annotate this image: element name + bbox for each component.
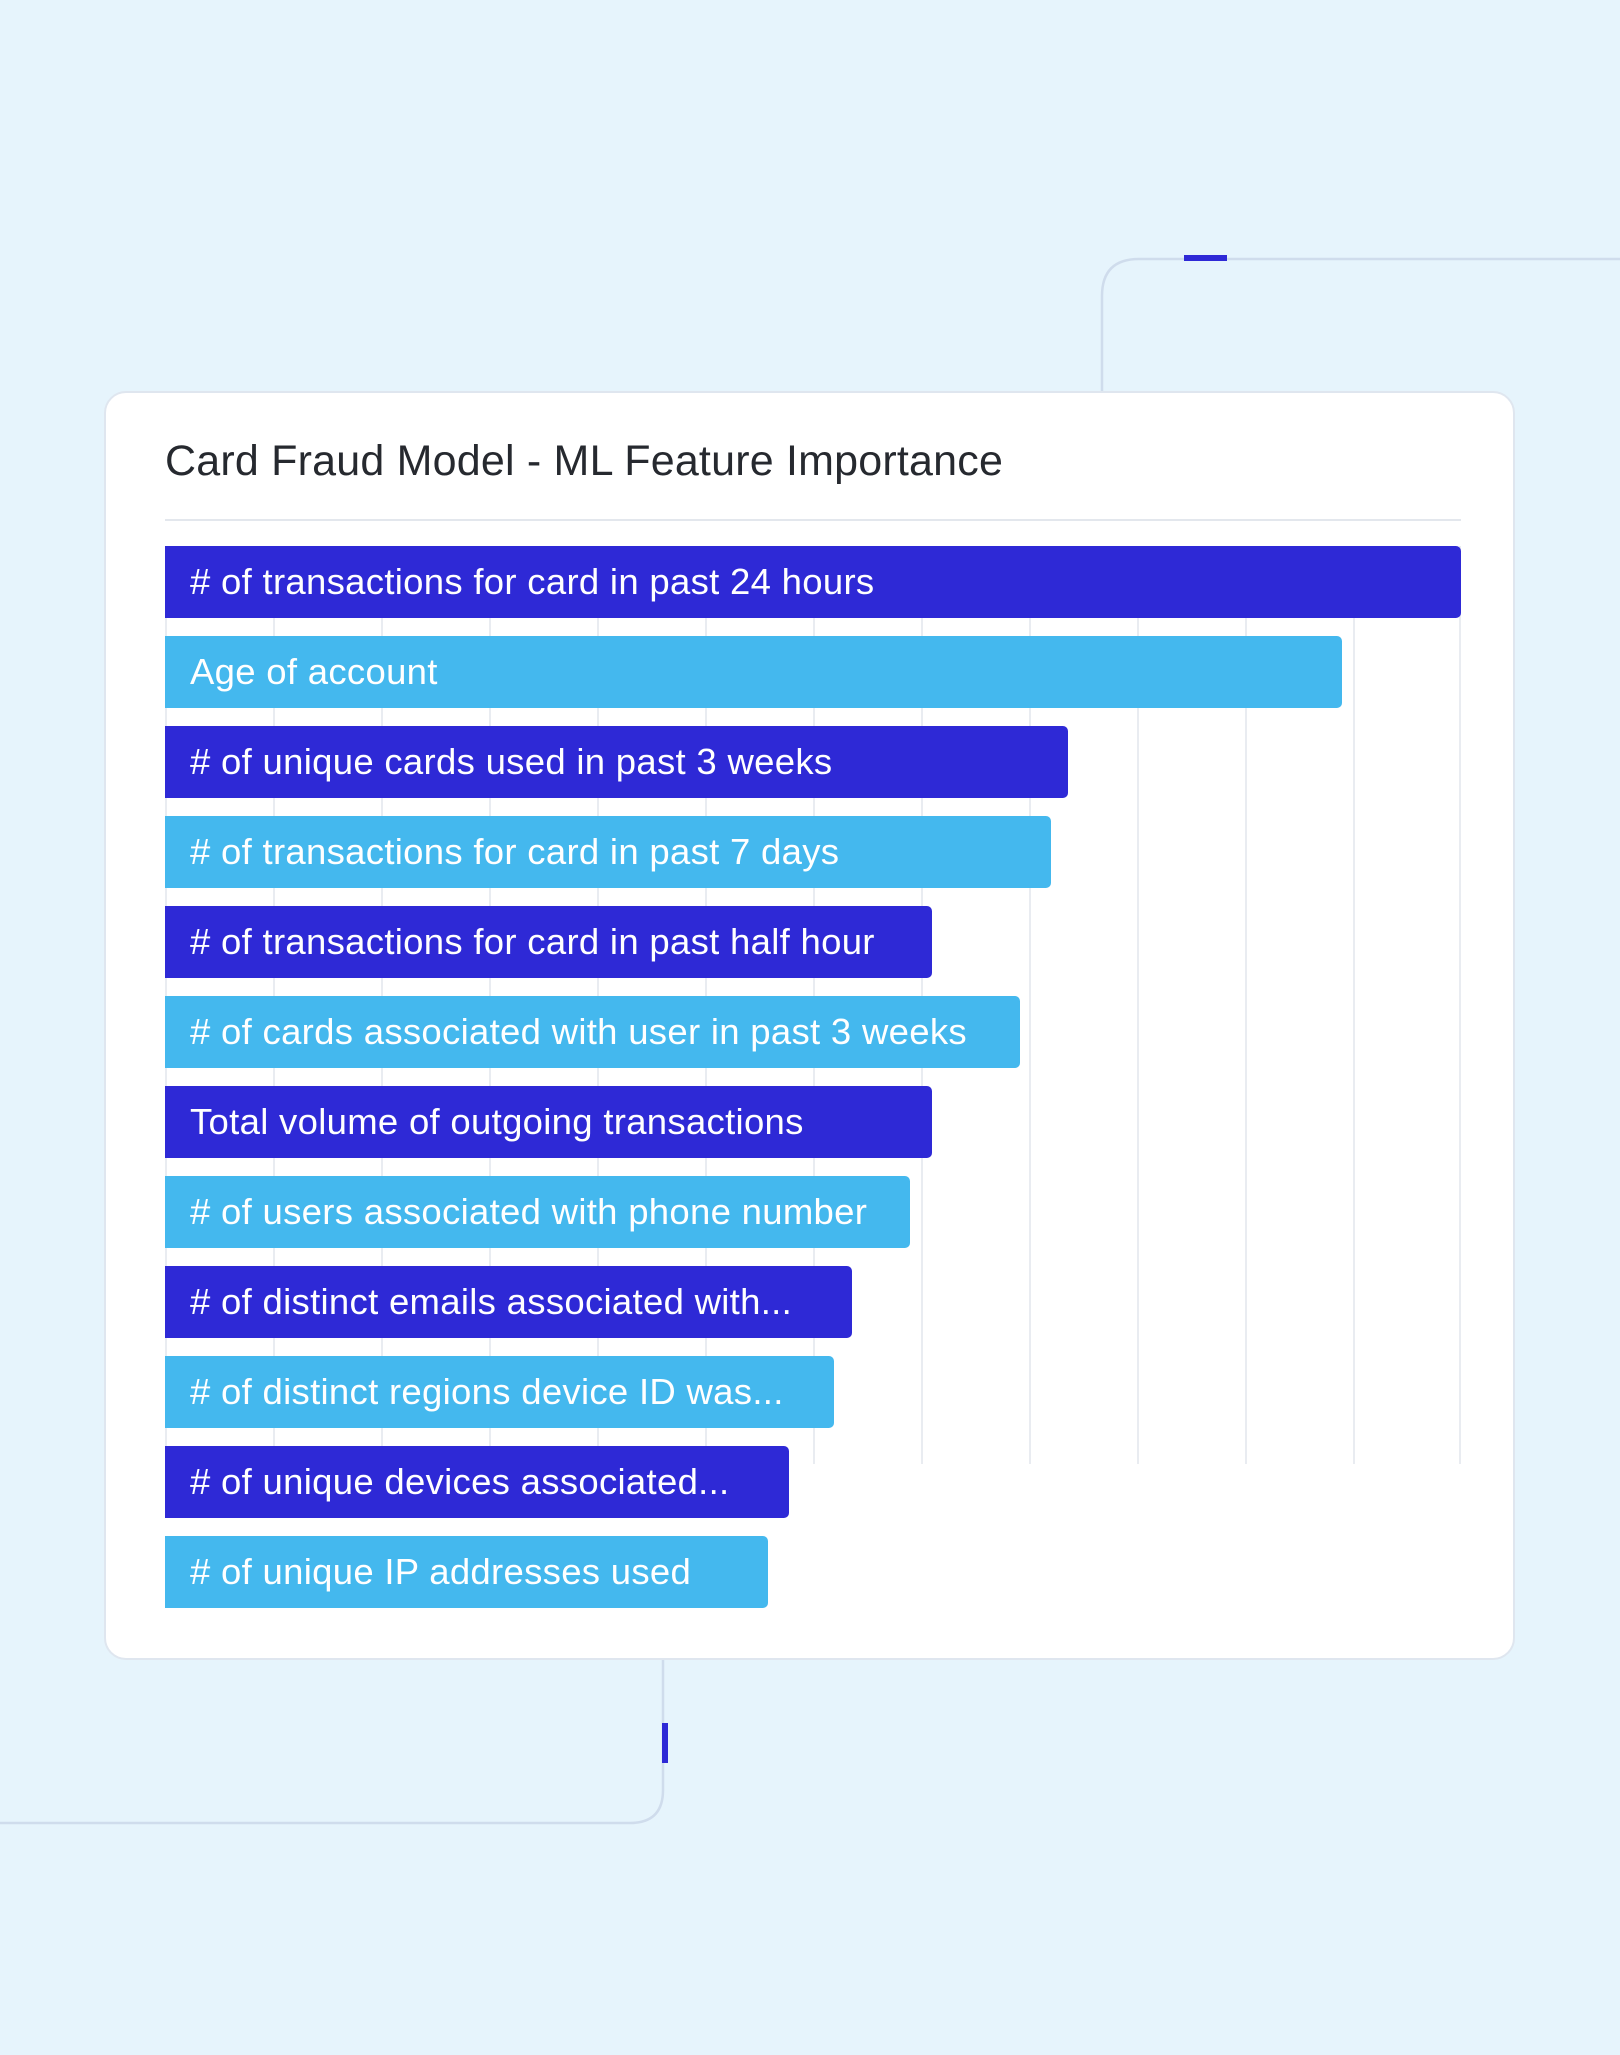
gridline — [1459, 546, 1461, 1464]
bar-label: # of unique IP addresses used — [190, 1551, 692, 1592]
bar-label: # of distinct regions device ID was... — [190, 1371, 784, 1412]
bar-label: # of cards associated with user in past … — [190, 1011, 967, 1052]
bar-label: # of transactions for card in past 7 day… — [190, 831, 840, 872]
bar: # of users associated with phone number — [165, 1176, 910, 1248]
bar: Age of account — [165, 636, 1342, 708]
bar: # of transactions for card in past 24 ho… — [165, 546, 1461, 618]
decor-connector-line-top — [1100, 257, 1620, 391]
bar-label: Age of account — [190, 651, 438, 692]
bar-label: # of transactions for card in past half … — [190, 921, 875, 962]
bar: # of unique devices associated... — [165, 1446, 789, 1518]
chart-card: Card Fraud Model - ML Feature Importance… — [104, 391, 1515, 1660]
bar-label: # of unique cards used in past 3 weeks — [190, 741, 833, 782]
bar: # of transactions for card in past 7 day… — [165, 816, 1051, 888]
decor-accent-dash-top — [1184, 255, 1227, 261]
bar-label: # of distinct emails associated with... — [190, 1281, 793, 1322]
title-divider — [165, 519, 1461, 521]
decor-connector-line-bottom — [0, 1660, 665, 1825]
bar-label: # of transactions for card in past 24 ho… — [190, 561, 875, 602]
bar-label: # of users associated with phone number — [190, 1191, 868, 1232]
plot-area: # of transactions for card in past 24 ho… — [165, 546, 1461, 1626]
gridline — [1353, 546, 1355, 1464]
gridline — [1137, 546, 1139, 1464]
bar: # of unique IP addresses used — [165, 1536, 768, 1608]
decor-accent-dash-bottom — [662, 1723, 668, 1763]
bar: # of distinct emails associated with... — [165, 1266, 852, 1338]
gridline — [1245, 546, 1247, 1464]
bar: # of unique cards used in past 3 weeks — [165, 726, 1068, 798]
bar: # of distinct regions device ID was... — [165, 1356, 834, 1428]
bar: # of transactions for card in past half … — [165, 906, 932, 978]
bar-label: Total volume of outgoing transactions — [190, 1101, 804, 1142]
bar-label: # of unique devices associated... — [190, 1461, 730, 1502]
chart-title: Card Fraud Model - ML Feature Importance — [165, 437, 1004, 485]
bar: Total volume of outgoing transactions — [165, 1086, 932, 1158]
gridline — [1029, 546, 1031, 1464]
bar: # of cards associated with user in past … — [165, 996, 1020, 1068]
